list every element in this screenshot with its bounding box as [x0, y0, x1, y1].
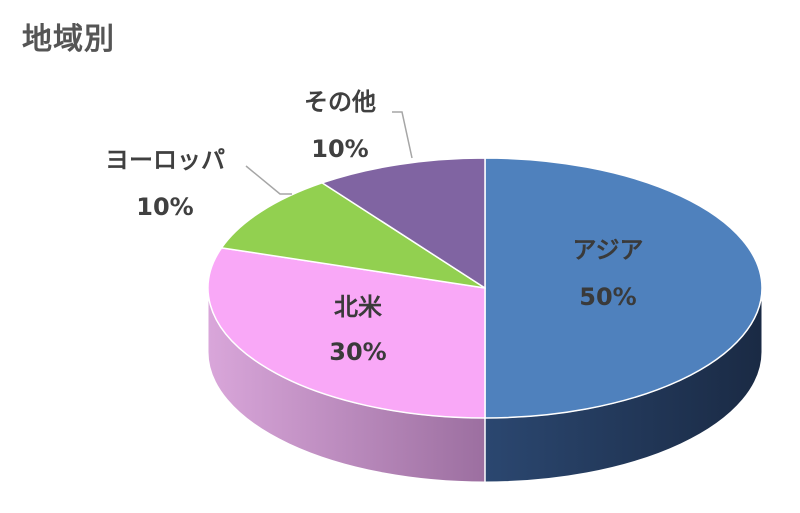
pie-label-category-1: 北米 [334, 293, 382, 321]
pie-slice-1 [207, 247, 486, 419]
chart-title: 地域別 [22, 22, 115, 57]
pie-label-category-3: その他 [304, 88, 376, 116]
pie-label-value-1: 30% [329, 338, 386, 366]
leader-line-3 [392, 111, 413, 159]
pie-slice-2 [220, 182, 486, 289]
leader-line-2 [245, 165, 292, 195]
pie-slice-0 [484, 157, 763, 419]
pie-slice-3 [320, 157, 486, 290]
pie-label-category-2: ヨーロッパ [105, 146, 225, 174]
pie-leader-lines [245, 111, 413, 195]
pie-top [207, 157, 763, 419]
pie-labels: アジア 50% 北米 30% ヨーロッパ 10% その他 10% [105, 88, 644, 366]
pie-label-value-2: 10% [136, 193, 193, 221]
pie-label-value-0: 50% [579, 283, 636, 311]
pie-label-category-0: アジア [572, 236, 643, 264]
pie-label-value-3: 10% [311, 135, 368, 163]
